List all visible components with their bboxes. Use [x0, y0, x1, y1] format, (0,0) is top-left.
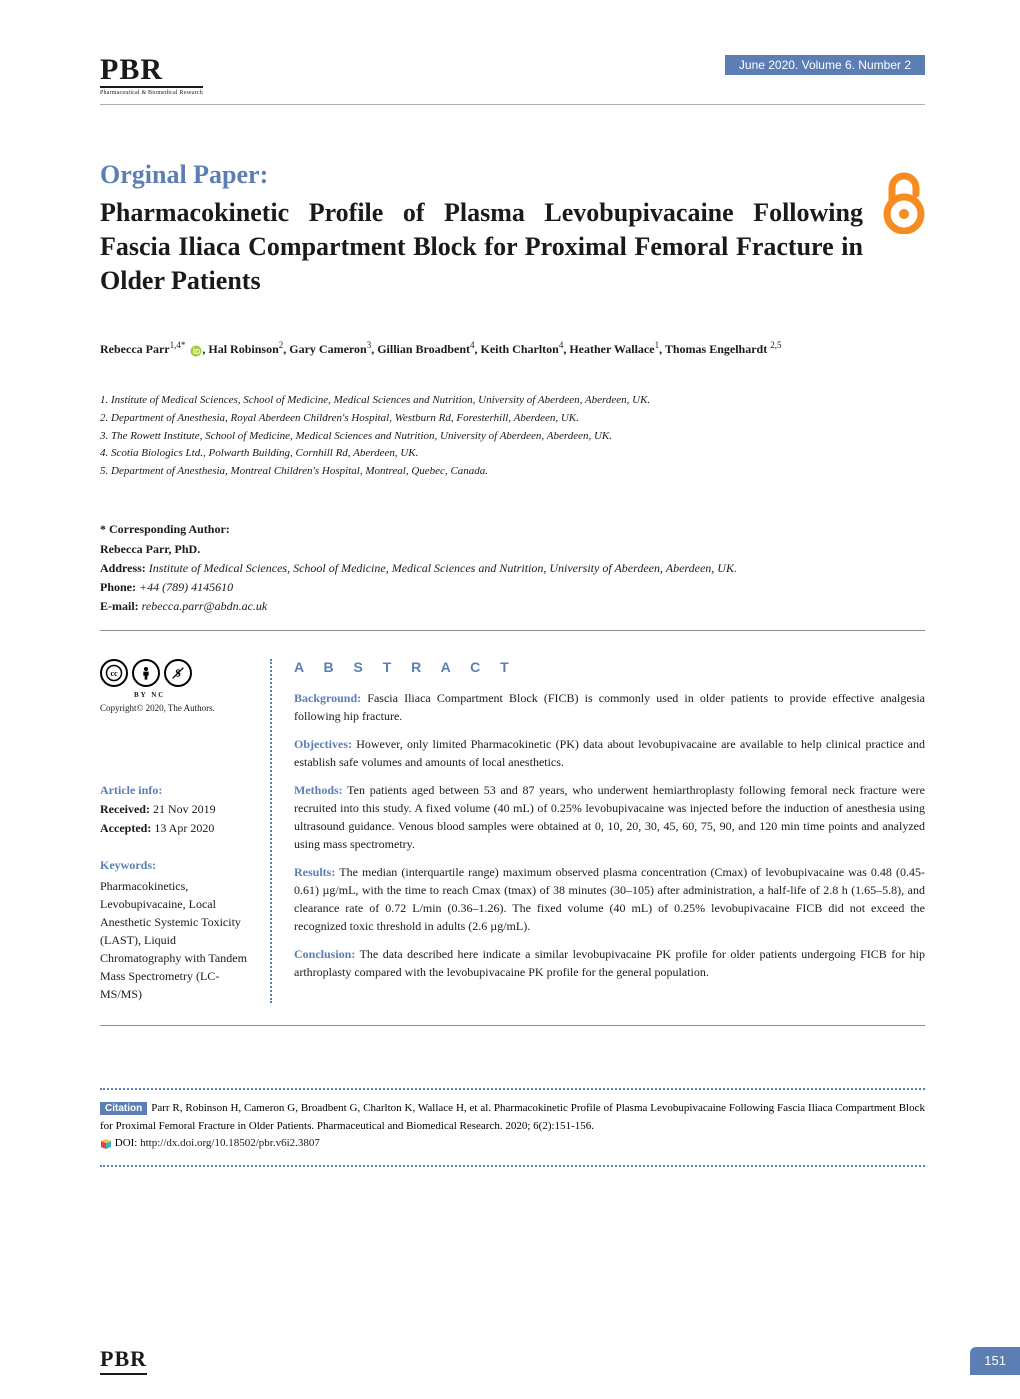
citation-text: Parr R, Robinson H, Cameron G, Broadbent… — [100, 1102, 925, 1132]
article-info-header: Article info: — [100, 783, 258, 798]
cc-license-icons: cc $ — [100, 659, 258, 687]
corresponding-name: Rebecca Parr, PhD. — [100, 540, 925, 559]
abstract-background: Background: Fascia Iliaca Compartment Bl… — [294, 689, 925, 725]
authors: Rebecca Parr1,4* , Hal Robinson2, Gary C… — [100, 339, 925, 358]
affiliation-item: 5. Department of Anesthesia, Montreal Ch… — [100, 463, 925, 481]
affiliation-item: 2. Department of Anesthesia, Royal Aberd… — [100, 410, 925, 428]
keywords-header: Keywords: — [100, 858, 258, 873]
page-footer: PBR 151 — [100, 1346, 1020, 1375]
page-header: PBR Pharmaceutical & Biomedical Research… — [100, 55, 925, 105]
vertical-divider — [270, 659, 272, 1003]
article-type: Orginal Paper: — [100, 160, 925, 190]
background-text: Fascia Iliaca Compartment Block (FICB) i… — [294, 691, 925, 723]
results-lead: Results: — [294, 865, 335, 879]
received-line: Received: 21 Nov 2019 — [100, 802, 258, 817]
nc-icon: $ — [164, 659, 192, 687]
keywords-body: Pharmacokinetics, Levobupivacaine, Local… — [100, 877, 258, 1003]
abstract-objectives: Objectives: However, only limited Pharma… — [294, 735, 925, 771]
footer-logo: PBR — [100, 1346, 147, 1375]
cc-labels: BY NC — [134, 691, 258, 699]
accepted-line: Accepted: 13 Apr 2020 — [100, 821, 258, 836]
results-text: The median (interquartile range) maximum… — [294, 865, 925, 933]
cc-icon: cc — [100, 659, 128, 687]
methods-lead: Methods: — [294, 783, 343, 797]
affiliation-item: 3. The Rowett Institute, School of Medic… — [100, 428, 925, 446]
doi-label: DOI: — [115, 1137, 138, 1149]
email-value: rebecca.parr@abdn.ac.uk — [142, 599, 268, 613]
conclusion-text: The data described here indicate a simil… — [294, 947, 925, 979]
page-number: 151 — [970, 1347, 1020, 1375]
phone-value: +44 (789) 4145610 — [139, 580, 233, 594]
received-value: 21 Nov 2019 — [153, 802, 216, 816]
sidebar: cc $ BY NC Copyright© 2020, The Authors.… — [100, 659, 270, 1003]
svg-text:cc: cc — [110, 669, 118, 678]
conclusion-lead: Conclusion: — [294, 947, 355, 961]
citation-badge: Citation — [100, 1102, 147, 1115]
journal-logo: PBR Pharmaceutical & Biomedical Research — [100, 55, 203, 96]
objectives-lead: Objectives: — [294, 737, 352, 751]
abstract-heading: A B S T R A C T — [294, 659, 925, 675]
title-row: Pharmacokinetic Profile of Plasma Levobu… — [100, 196, 925, 297]
affiliation-item: 4. Scotia Biologics Ltd., Polwarth Build… — [100, 445, 925, 463]
address-value: Institute of Medical Sciences, School of… — [149, 561, 737, 575]
page: PBR Pharmaceutical & Biomedical Research… — [0, 0, 1020, 1399]
copyright: Copyright© 2020, The Authors. — [100, 703, 258, 713]
email-label: E-mail: — [100, 599, 139, 613]
received-label: Received: — [100, 802, 150, 816]
orcid-icon[interactable] — [190, 345, 202, 357]
abstract-block: cc $ BY NC Copyright© 2020, The Authors.… — [100, 659, 925, 1026]
accepted-value: 13 Apr 2020 — [154, 821, 214, 835]
logo-subtitle: Pharmaceutical & Biomedical Research — [100, 90, 203, 96]
accepted-label: Accepted: — [100, 821, 151, 835]
citation-block: CitationParr R, Robinson H, Cameron G, B… — [100, 1088, 925, 1167]
address-label: Address: — [100, 561, 146, 575]
abstract-results: Results: The median (interquartile range… — [294, 863, 925, 935]
objectives-text: However, only limited Pharmacokinetic (P… — [294, 737, 925, 769]
methods-text: Ten patients aged between 53 and 87 year… — [294, 783, 925, 851]
corresponding-author: * Corresponding Author: Rebecca Parr, Ph… — [100, 520, 925, 631]
phone-label: Phone: — [100, 580, 136, 594]
open-access-icon — [883, 172, 925, 234]
affiliations: 1. Institute of Medical Sciences, School… — [100, 392, 925, 480]
article-title: Pharmacokinetic Profile of Plasma Levobu… — [100, 196, 863, 297]
abstract-methods: Methods: Ten patients aged between 53 an… — [294, 781, 925, 853]
by-icon — [132, 659, 160, 687]
logo-text: PBR — [100, 55, 203, 88]
issue-banner: June 2020. Volume 6. Number 2 — [725, 55, 925, 75]
background-lead: Background: — [294, 691, 361, 705]
affiliation-item: 1. Institute of Medical Sciences, School… — [100, 392, 925, 410]
corresponding-label: * Corresponding Author: — [100, 520, 925, 539]
crossref-icon — [100, 1138, 112, 1150]
doi-link[interactable]: http://dx.doi.org/10.18502/pbr.v6i2.3807 — [140, 1137, 320, 1149]
abstract-conclusion: Conclusion: The data described here indi… — [294, 945, 925, 981]
abstract-main: A B S T R A C T Background: Fascia Iliac… — [294, 659, 925, 1003]
